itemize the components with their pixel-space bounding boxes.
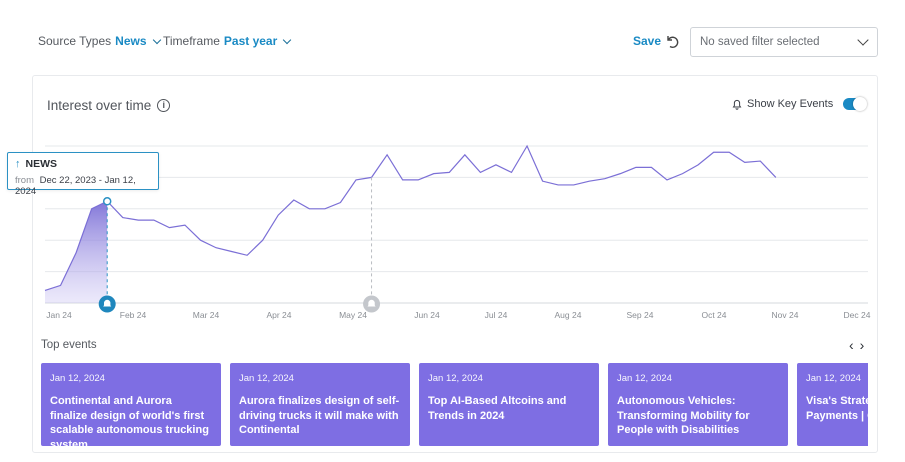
events-pager: ‹ › bbox=[849, 337, 864, 353]
source-types-filter[interactable]: Source Types News bbox=[38, 34, 161, 48]
key-events-label: Show Key Events bbox=[747, 98, 834, 110]
x-tick-label: Jan 24 bbox=[46, 310, 72, 320]
bell-icon bbox=[732, 99, 742, 110]
event-card[interactable]: Jan 12, 2024 Visa's Strategy Unveiling t… bbox=[797, 363, 868, 446]
event-title: Visa's Strategy Unveiling the Payments |… bbox=[806, 395, 868, 422]
arrow-up-icon: ↑ bbox=[15, 158, 21, 170]
saved-filter-select[interactable]: No saved filter selected bbox=[690, 27, 878, 57]
event-title: Autonomous Vehicles: Transforming Mobili… bbox=[617, 395, 750, 436]
highlight-point bbox=[102, 197, 112, 206]
x-tick-label: Jul 24 bbox=[485, 310, 508, 320]
event-card[interactable]: Jan 12, 2024 Autonomous Vehicles: Transf… bbox=[608, 363, 788, 446]
source-types-label: Source Types bbox=[38, 34, 112, 48]
tooltip-from-label: from bbox=[15, 175, 34, 186]
event-date: Jan 12, 2024 bbox=[428, 373, 483, 384]
source-types-value: News bbox=[115, 34, 147, 48]
x-tick-label: Apr 24 bbox=[266, 310, 291, 320]
event-title: Continental and Aurora finalize design o… bbox=[50, 395, 209, 446]
timeframe-label: Timeframe bbox=[163, 34, 220, 48]
event-date: Jan 12, 2024 bbox=[806, 373, 861, 384]
x-tick-label: Nov 24 bbox=[772, 310, 799, 320]
event-title: Aurora finalizes design of self-driving … bbox=[239, 395, 400, 436]
x-tick-label: Aug 24 bbox=[555, 310, 582, 320]
event-card[interactable]: Jan 12, 2024 Top AI-Based Altcoins and T… bbox=[419, 363, 599, 446]
chart-tooltip: ↑ NEWS from Dec 22, 2023 - Jan 12, 2024 bbox=[7, 152, 159, 197]
tooltip-title: NEWS bbox=[25, 158, 58, 170]
x-tick-label: Dec 24 bbox=[844, 310, 871, 320]
event-date: Jan 12, 2024 bbox=[50, 373, 105, 384]
highlighted-area bbox=[45, 201, 108, 303]
card-title-text: Interest over time bbox=[47, 98, 152, 113]
x-tick-label: Feb 24 bbox=[120, 310, 147, 320]
key-events-control: Show Key Events bbox=[731, 97, 868, 111]
card-title: Interest over time i bbox=[47, 98, 171, 113]
event-card[interactable]: Jan 12, 2024 Aurora finalizes design of … bbox=[230, 363, 410, 446]
prev-arrow-icon[interactable]: ‹ bbox=[849, 337, 854, 353]
x-tick-label: Jun 24 bbox=[414, 310, 440, 320]
x-tick-label: Sep 24 bbox=[627, 310, 654, 320]
event-date: Jan 12, 2024 bbox=[239, 373, 294, 384]
tooltip-range: Dec 22, 2023 - Jan 12, 2024 bbox=[15, 175, 136, 197]
top-events-heading: Top events bbox=[41, 339, 97, 351]
interest-chart: Jan 24 Feb 24 Mar 24 Apr 24 May 24 Jun 24 Jul … bbox=[44, 144, 871, 320]
x-tick-label: May 24 bbox=[339, 310, 367, 320]
saved-filter-value: No saved filter selected bbox=[700, 36, 820, 48]
bell-icon bbox=[367, 299, 376, 307]
save-button[interactable]: Save bbox=[633, 34, 662, 48]
events-carousel: Jan 12, 2024 Continental and Aurora fina… bbox=[41, 363, 868, 446]
x-tick-label: Mar 24 bbox=[193, 310, 220, 320]
next-arrow-icon[interactable]: › bbox=[859, 337, 865, 353]
event-title: Top AI-Based Altcoins and Trends in 2024 bbox=[428, 395, 567, 422]
info-icon[interactable]: i bbox=[157, 99, 171, 112]
timeframe-value: Past year bbox=[223, 34, 278, 48]
filter-bar: Source Types News Timeframe Past year Sa… bbox=[0, 0, 905, 84]
series-line bbox=[44, 144, 777, 292]
timeframe-filter[interactable]: Timeframe Past year bbox=[163, 34, 292, 48]
bell-icon bbox=[103, 299, 112, 307]
undo-icon[interactable] bbox=[664, 33, 680, 49]
key-events-toggle[interactable] bbox=[843, 97, 868, 111]
event-card[interactable]: Jan 12, 2024 Continental and Aurora fina… bbox=[41, 363, 221, 446]
event-date: Jan 12, 2024 bbox=[617, 373, 672, 384]
x-tick-label: Oct 24 bbox=[701, 310, 726, 320]
